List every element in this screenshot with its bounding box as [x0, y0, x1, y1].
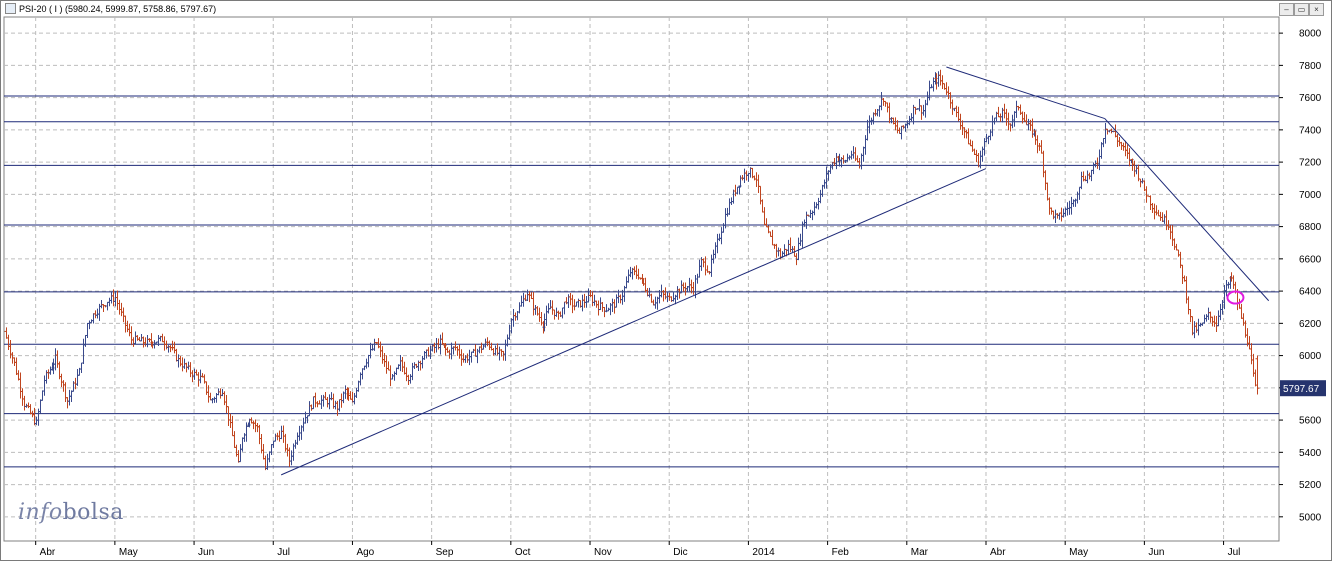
y-tick-label: 5600 [1299, 416, 1322, 427]
y-tick-label: 5200 [1299, 480, 1322, 491]
trend-line [946, 66, 1105, 120]
last-price-badge [1280, 380, 1326, 397]
y-tick-label: 6000 [1299, 351, 1322, 362]
window-titlebar: PSI-20 ( I ) (5980.24, 5999.87, 5758.86,… [2, 2, 1282, 16]
restore-button[interactable]: ▭ [1294, 3, 1309, 16]
y-tick-label: 5400 [1299, 448, 1322, 459]
y-tick-label: 6200 [1299, 319, 1322, 330]
x-tick-label: Jul [1228, 547, 1241, 558]
y-tick-label: 7800 [1299, 61, 1322, 72]
window-buttons: – ▭ × [1279, 3, 1324, 16]
highlight-ellipse [1226, 290, 1245, 305]
ohlc-bar [1255, 355, 1260, 395]
x-tick-label: Jun [1148, 547, 1164, 558]
y-tick-label: 6600 [1299, 254, 1322, 265]
y-tick-label: 6400 [1299, 287, 1322, 298]
y-tick-label: 7600 [1299, 93, 1322, 104]
x-tick-label: Abr [990, 547, 1006, 558]
y-tick-label: 7000 [1299, 190, 1322, 201]
y-tick-label: 7400 [1299, 125, 1322, 136]
trend-line [1104, 118, 1270, 302]
x-tick-label: Oct [515, 547, 531, 558]
last-price-label: 5797.67 [1283, 384, 1320, 395]
x-tick-label: Abr [40, 547, 56, 558]
x-tick-label: Mar [911, 547, 929, 558]
logo-part-2: bolsa [62, 500, 124, 525]
x-tick-label: Nov [594, 547, 612, 558]
x-tick-label: Sep [436, 547, 454, 558]
x-tick-label: May [1069, 547, 1088, 558]
window-title: PSI-20 ( I ) (5980.24, 5999.87, 5758.86,… [19, 4, 217, 14]
x-tick-label: Feb [832, 547, 850, 558]
x-tick-label: 2014 [752, 547, 775, 558]
x-tick-label: Jun [198, 547, 214, 558]
minimize-button[interactable]: – [1279, 3, 1294, 16]
close-button[interactable]: × [1309, 3, 1324, 16]
y-tick-label: 8000 [1299, 29, 1322, 40]
x-tick-label: May [119, 547, 138, 558]
y-tick-label: 7200 [1299, 158, 1322, 169]
y-tick-label: 5000 [1299, 512, 1322, 523]
x-tick-label: Ago [356, 547, 374, 558]
trend-line [280, 168, 987, 476]
y-tick-label: 6800 [1299, 222, 1322, 233]
logo-part-1: info [18, 500, 63, 525]
chart-window-icon [5, 3, 16, 14]
x-tick-label: Dic [673, 547, 687, 558]
x-tick-label: Jul [277, 547, 290, 558]
infobolsa-logo: infobolsa [18, 500, 124, 525]
